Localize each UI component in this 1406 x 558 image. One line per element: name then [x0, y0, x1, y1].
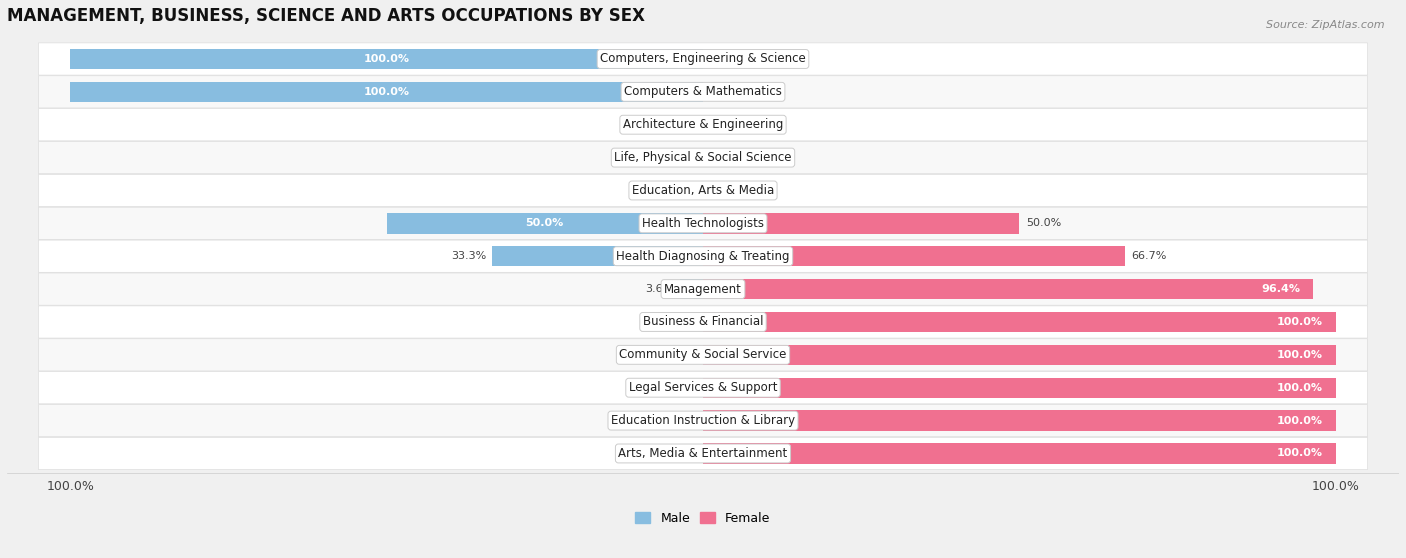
Bar: [681, 279, 703, 299]
Text: 96.4%: 96.4%: [1261, 284, 1301, 294]
Legend: Male, Female: Male, Female: [630, 507, 776, 530]
Text: 0.0%: 0.0%: [668, 350, 696, 360]
Text: 0.0%: 0.0%: [668, 383, 696, 393]
Text: Arts, Media & Entertainment: Arts, Media & Entertainment: [619, 447, 787, 460]
Text: 0.0%: 0.0%: [710, 152, 738, 162]
Text: 0.0%: 0.0%: [710, 54, 738, 64]
Text: Health Diagnosing & Treating: Health Diagnosing & Treating: [616, 250, 790, 263]
Bar: [703, 378, 1336, 398]
Text: 0.0%: 0.0%: [668, 120, 696, 129]
Text: Architecture & Engineering: Architecture & Engineering: [623, 118, 783, 131]
Text: 100.0%: 100.0%: [364, 87, 409, 97]
Text: 100.0%: 100.0%: [1277, 350, 1323, 360]
Text: MANAGEMENT, BUSINESS, SCIENCE AND ARTS OCCUPATIONS BY SEX: MANAGEMENT, BUSINESS, SCIENCE AND ARTS O…: [7, 7, 645, 25]
Text: 66.7%: 66.7%: [1132, 251, 1167, 261]
Text: Legal Services & Support: Legal Services & Support: [628, 381, 778, 394]
Text: 100.0%: 100.0%: [364, 54, 409, 64]
Text: Computers, Engineering & Science: Computers, Engineering & Science: [600, 52, 806, 65]
Text: Education Instruction & Library: Education Instruction & Library: [612, 414, 794, 427]
Text: 0.0%: 0.0%: [668, 449, 696, 459]
Bar: [492, 246, 703, 266]
Text: 0.0%: 0.0%: [710, 185, 738, 195]
Text: 0.0%: 0.0%: [668, 317, 696, 327]
Bar: [387, 213, 703, 234]
FancyBboxPatch shape: [38, 437, 1368, 470]
Bar: [70, 81, 703, 102]
Bar: [703, 345, 1336, 365]
FancyBboxPatch shape: [38, 142, 1368, 174]
Text: Life, Physical & Social Science: Life, Physical & Social Science: [614, 151, 792, 164]
Bar: [703, 246, 1125, 266]
Text: Education, Arts & Media: Education, Arts & Media: [631, 184, 775, 197]
Text: 0.0%: 0.0%: [668, 185, 696, 195]
Text: Business & Financial: Business & Financial: [643, 315, 763, 329]
FancyBboxPatch shape: [38, 240, 1368, 272]
FancyBboxPatch shape: [38, 174, 1368, 206]
FancyBboxPatch shape: [38, 76, 1368, 108]
Text: Source: ZipAtlas.com: Source: ZipAtlas.com: [1267, 20, 1385, 30]
Bar: [703, 312, 1336, 332]
Text: Management: Management: [664, 282, 742, 296]
FancyBboxPatch shape: [38, 306, 1368, 338]
Text: 100.0%: 100.0%: [1277, 317, 1323, 327]
Text: 0.0%: 0.0%: [668, 152, 696, 162]
Text: 100.0%: 100.0%: [1277, 416, 1323, 426]
FancyBboxPatch shape: [38, 405, 1368, 437]
Bar: [703, 410, 1336, 431]
Text: 100.0%: 100.0%: [1277, 383, 1323, 393]
Text: Computers & Mathematics: Computers & Mathematics: [624, 85, 782, 98]
Text: 0.0%: 0.0%: [668, 416, 696, 426]
Text: 0.0%: 0.0%: [710, 120, 738, 129]
FancyBboxPatch shape: [38, 372, 1368, 404]
Text: 0.0%: 0.0%: [710, 87, 738, 97]
Bar: [703, 443, 1336, 464]
Text: Community & Social Service: Community & Social Service: [619, 348, 787, 362]
Text: 3.6%: 3.6%: [645, 284, 673, 294]
Text: 33.3%: 33.3%: [451, 251, 486, 261]
Text: 50.0%: 50.0%: [1026, 218, 1062, 228]
Bar: [70, 49, 703, 69]
Bar: [703, 279, 1313, 299]
FancyBboxPatch shape: [38, 109, 1368, 141]
Text: 50.0%: 50.0%: [526, 218, 564, 228]
FancyBboxPatch shape: [38, 43, 1368, 75]
FancyBboxPatch shape: [38, 207, 1368, 239]
FancyBboxPatch shape: [38, 273, 1368, 305]
Bar: [703, 213, 1019, 234]
Text: 100.0%: 100.0%: [1277, 449, 1323, 459]
Text: Health Technologists: Health Technologists: [643, 217, 763, 230]
FancyBboxPatch shape: [38, 339, 1368, 371]
